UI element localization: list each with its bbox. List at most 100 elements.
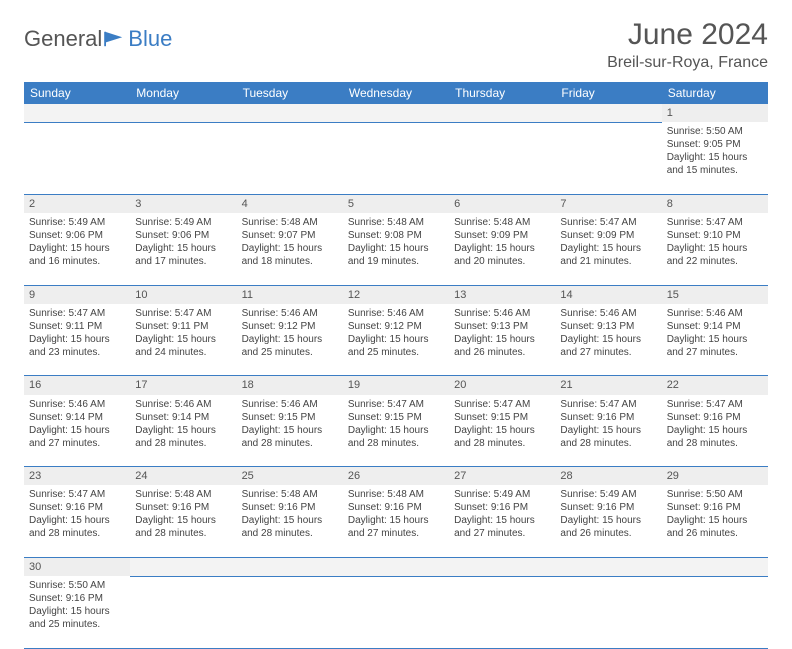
day-number-cell: 18	[237, 376, 343, 395]
daylight-line: Daylight: 15 hours and 18 minutes.	[242, 242, 338, 268]
sunrise-line: Sunrise: 5:48 AM	[454, 216, 550, 229]
day-number-cell	[555, 104, 661, 122]
calendar-day-cell: Sunrise: 5:48 AMSunset: 9:08 PMDaylight:…	[343, 213, 449, 285]
calendar-day-cell: Sunrise: 5:49 AMSunset: 9:06 PMDaylight:…	[24, 213, 130, 285]
calendar-week-row: Sunrise: 5:47 AMSunset: 9:16 PMDaylight:…	[24, 485, 768, 557]
day-number-cell: 17	[130, 376, 236, 395]
day-number-cell	[237, 104, 343, 122]
sunrise-line: Sunrise: 5:47 AM	[29, 307, 125, 320]
logo: General Blue	[24, 26, 172, 52]
day-number-cell	[662, 557, 768, 576]
sunrise-line: Sunrise: 5:46 AM	[29, 398, 125, 411]
calendar-week-row: Sunrise: 5:47 AMSunset: 9:11 PMDaylight:…	[24, 304, 768, 376]
calendar-day-cell	[237, 122, 343, 194]
calendar-day-cell	[343, 122, 449, 194]
calendar-day-cell: Sunrise: 5:47 AMSunset: 9:11 PMDaylight:…	[24, 304, 130, 376]
sunset-line: Sunset: 9:10 PM	[667, 229, 763, 242]
sunset-line: Sunset: 9:11 PM	[29, 320, 125, 333]
day-number-cell: 8	[662, 194, 768, 213]
sunset-line: Sunset: 9:14 PM	[667, 320, 763, 333]
day-number-row: 23242526272829	[24, 467, 768, 486]
sunset-line: Sunset: 9:13 PM	[560, 320, 656, 333]
sunrise-line: Sunrise: 5:50 AM	[667, 125, 763, 138]
day-number-cell: 5	[343, 194, 449, 213]
sunrise-line: Sunrise: 5:48 AM	[242, 216, 338, 229]
sunset-line: Sunset: 9:09 PM	[560, 229, 656, 242]
sunrise-line: Sunrise: 5:47 AM	[348, 398, 444, 411]
sunset-line: Sunset: 9:15 PM	[348, 411, 444, 424]
daylight-line: Daylight: 15 hours and 20 minutes.	[454, 242, 550, 268]
sunrise-line: Sunrise: 5:47 AM	[29, 488, 125, 501]
calendar-day-cell: Sunrise: 5:47 AMSunset: 9:16 PMDaylight:…	[24, 485, 130, 557]
sunset-line: Sunset: 9:05 PM	[667, 138, 763, 151]
calendar-day-cell: Sunrise: 5:50 AMSunset: 9:05 PMDaylight:…	[662, 122, 768, 194]
sunrise-line: Sunrise: 5:47 AM	[560, 216, 656, 229]
calendar-day-cell: Sunrise: 5:50 AMSunset: 9:16 PMDaylight:…	[24, 576, 130, 648]
daylight-line: Daylight: 15 hours and 19 minutes.	[348, 242, 444, 268]
sunrise-line: Sunrise: 5:46 AM	[454, 307, 550, 320]
day-number-cell: 4	[237, 194, 343, 213]
calendar-day-cell: Sunrise: 5:47 AMSunset: 9:15 PMDaylight:…	[449, 395, 555, 467]
weekday-header-row: SundayMondayTuesdayWednesdayThursdayFrid…	[24, 82, 768, 104]
day-number-cell: 19	[343, 376, 449, 395]
calendar-day-cell: Sunrise: 5:47 AMSunset: 9:09 PMDaylight:…	[555, 213, 661, 285]
daylight-line: Daylight: 15 hours and 27 minutes.	[667, 333, 763, 359]
calendar-day-cell: Sunrise: 5:46 AMSunset: 9:14 PMDaylight:…	[24, 395, 130, 467]
calendar-day-cell: Sunrise: 5:50 AMSunset: 9:16 PMDaylight:…	[662, 485, 768, 557]
calendar-week-row: Sunrise: 5:46 AMSunset: 9:14 PMDaylight:…	[24, 395, 768, 467]
location-subtitle: Breil-sur-Roya, France	[607, 54, 768, 72]
calendar-day-cell: Sunrise: 5:48 AMSunset: 9:09 PMDaylight:…	[449, 213, 555, 285]
calendar-day-cell: Sunrise: 5:46 AMSunset: 9:12 PMDaylight:…	[237, 304, 343, 376]
day-number-row: 9101112131415	[24, 285, 768, 304]
day-number-cell	[449, 104, 555, 122]
calendar-day-cell: Sunrise: 5:46 AMSunset: 9:14 PMDaylight:…	[662, 304, 768, 376]
daylight-line: Daylight: 15 hours and 21 minutes.	[560, 242, 656, 268]
daylight-line: Daylight: 15 hours and 23 minutes.	[29, 333, 125, 359]
day-number-cell: 20	[449, 376, 555, 395]
daylight-line: Daylight: 15 hours and 25 minutes.	[242, 333, 338, 359]
calendar-day-cell: Sunrise: 5:46 AMSunset: 9:13 PMDaylight:…	[449, 304, 555, 376]
daylight-line: Daylight: 15 hours and 28 minutes.	[560, 424, 656, 450]
weekday-header: Saturday	[662, 82, 768, 104]
daylight-line: Daylight: 15 hours and 28 minutes.	[348, 424, 444, 450]
logo-text-general: General	[24, 26, 102, 52]
daylight-line: Daylight: 15 hours and 26 minutes.	[560, 514, 656, 540]
sunset-line: Sunset: 9:15 PM	[242, 411, 338, 424]
daylight-line: Daylight: 15 hours and 27 minutes.	[560, 333, 656, 359]
sunset-line: Sunset: 9:16 PM	[29, 501, 125, 514]
day-number-cell: 22	[662, 376, 768, 395]
sunrise-line: Sunrise: 5:48 AM	[348, 488, 444, 501]
day-number-cell: 16	[24, 376, 130, 395]
day-number-row: 30	[24, 557, 768, 576]
daylight-line: Daylight: 15 hours and 27 minutes.	[454, 514, 550, 540]
day-number-cell: 15	[662, 285, 768, 304]
calendar-day-cell: Sunrise: 5:47 AMSunset: 9:11 PMDaylight:…	[130, 304, 236, 376]
day-number-cell: 28	[555, 467, 661, 486]
sunrise-line: Sunrise: 5:49 AM	[560, 488, 656, 501]
sunrise-line: Sunrise: 5:47 AM	[560, 398, 656, 411]
sunset-line: Sunset: 9:16 PM	[29, 592, 125, 605]
calendar-day-cell	[343, 576, 449, 648]
day-number-cell	[130, 557, 236, 576]
sunrise-line: Sunrise: 5:50 AM	[667, 488, 763, 501]
sunset-line: Sunset: 9:16 PM	[454, 501, 550, 514]
calendar-day-cell: Sunrise: 5:46 AMSunset: 9:14 PMDaylight:…	[130, 395, 236, 467]
day-number-cell: 27	[449, 467, 555, 486]
daylight-line: Daylight: 15 hours and 28 minutes.	[242, 514, 338, 540]
calendar-day-cell: Sunrise: 5:48 AMSunset: 9:16 PMDaylight:…	[130, 485, 236, 557]
day-number-cell	[130, 104, 236, 122]
day-number-cell	[237, 557, 343, 576]
sunset-line: Sunset: 9:07 PM	[242, 229, 338, 242]
sunset-line: Sunset: 9:13 PM	[454, 320, 550, 333]
calendar-day-cell: Sunrise: 5:49 AMSunset: 9:16 PMDaylight:…	[449, 485, 555, 557]
calendar-day-cell: Sunrise: 5:48 AMSunset: 9:16 PMDaylight:…	[343, 485, 449, 557]
daylight-line: Daylight: 15 hours and 28 minutes.	[242, 424, 338, 450]
weekday-header: Thursday	[449, 82, 555, 104]
daylight-line: Daylight: 15 hours and 28 minutes.	[667, 424, 763, 450]
calendar-day-cell	[24, 122, 130, 194]
title-block: June 2024 Breil-sur-Roya, France	[607, 18, 768, 72]
day-number-cell: 26	[343, 467, 449, 486]
sunrise-line: Sunrise: 5:47 AM	[135, 307, 231, 320]
sunset-line: Sunset: 9:12 PM	[242, 320, 338, 333]
calendar-day-cell	[449, 576, 555, 648]
